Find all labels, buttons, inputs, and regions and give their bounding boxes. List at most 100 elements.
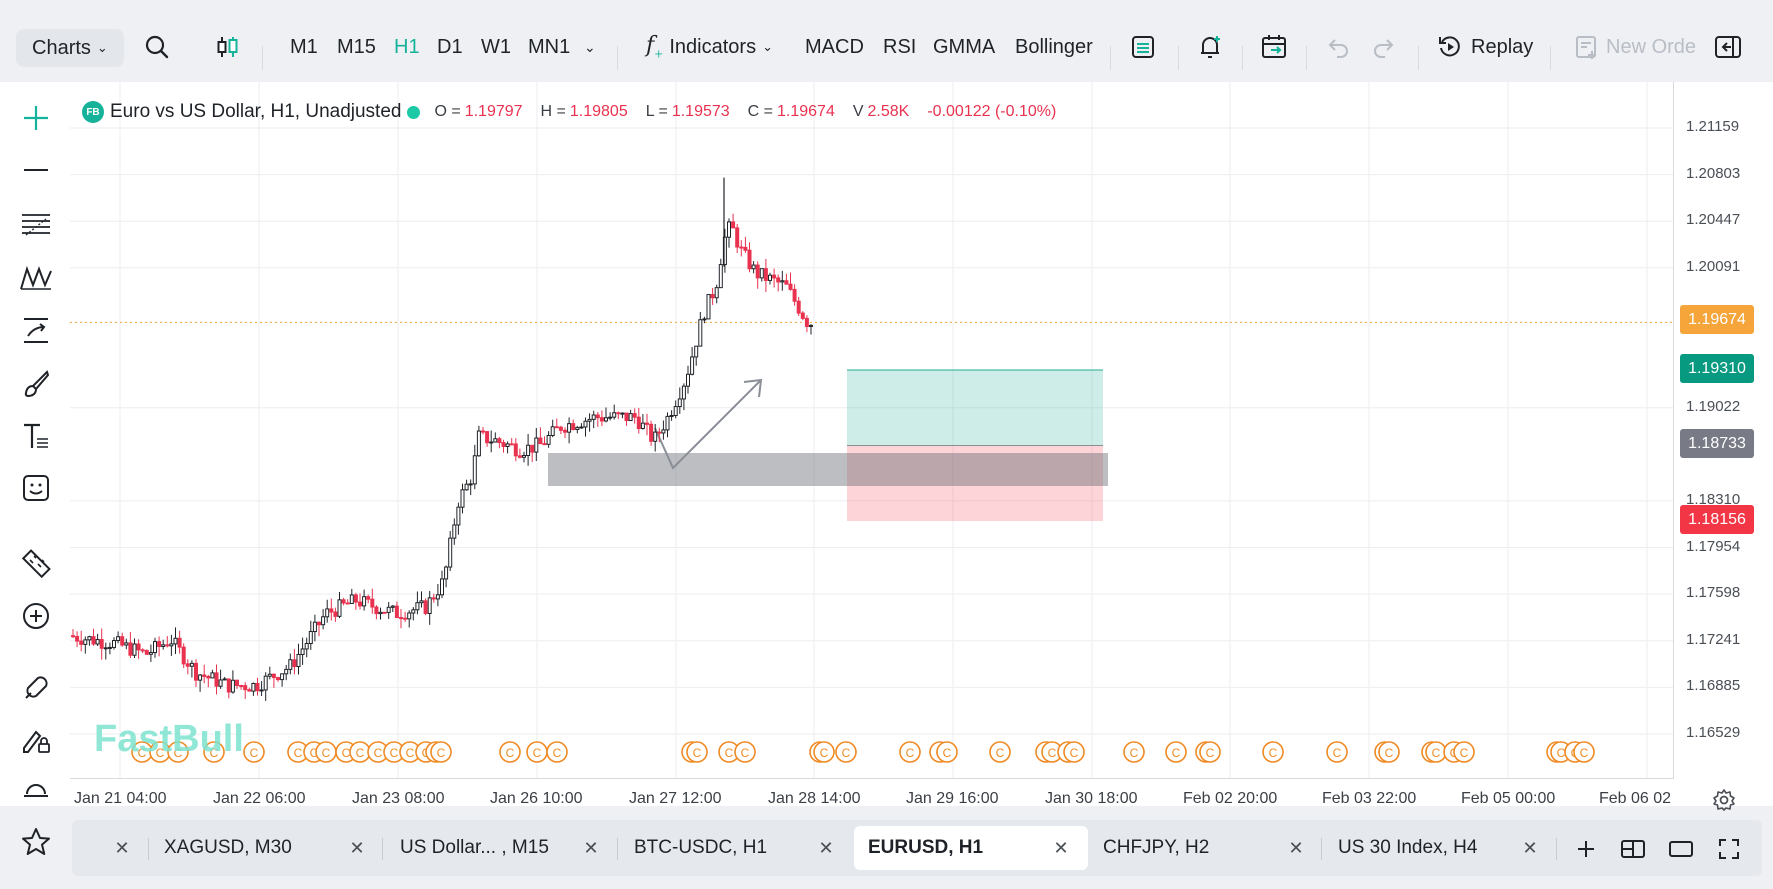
redo-button[interactable] [1370, 12, 1396, 82]
event-marker [899, 741, 921, 763]
tab-close-button[interactable]: ✕ [345, 836, 369, 860]
alert-button[interactable] [1196, 12, 1224, 82]
event-marker [243, 741, 265, 763]
candle-body [546, 435, 551, 445]
tab-us-dollar[interactable]: US Dollar... , M15 [400, 826, 549, 870]
candle-body [71, 635, 75, 638]
candle-body [288, 659, 293, 670]
timeframe-m1[interactable]: M1 [290, 35, 318, 58]
event-marker-label: C [156, 746, 165, 760]
tab-chfjpy[interactable]: CHFJPY, H2 [1103, 826, 1209, 870]
candle-body [337, 599, 342, 617]
measure-tool[interactable] [14, 542, 58, 586]
layout-button[interactable] [1619, 836, 1647, 862]
brush-tool[interactable] [14, 362, 58, 406]
event-marker-label: C [406, 746, 415, 760]
tab-us30-index[interactable]: US 30 Index, H4 [1338, 826, 1477, 870]
time-label: Feb 02 20:00 [1183, 790, 1278, 807]
add-tab-button[interactable] [1573, 836, 1599, 862]
indicator-gmma-button[interactable]: GMMA [933, 35, 996, 58]
tab-btc-usdc[interactable]: BTC-USDC, H1 [634, 826, 767, 870]
event-marker [1199, 741, 1221, 763]
new-order-button[interactable]: New Orde [1574, 12, 1696, 82]
fib-tool[interactable] [14, 202, 58, 246]
price-label: 1.20803 [1686, 165, 1741, 182]
candle-body [153, 641, 157, 654]
candle-body [665, 415, 670, 431]
window-mode-button[interactable] [1667, 836, 1695, 862]
indicator-bollinger-button[interactable]: Bollinger [1015, 35, 1093, 58]
candle-body [657, 431, 662, 434]
time-label: Jan 28 14:00 [768, 790, 861, 807]
candle-body [427, 597, 432, 614]
open-label: O = [434, 103, 461, 120]
tab-close-button[interactable]: ✕ [579, 836, 603, 860]
tab-close-button[interactable]: ✕ [814, 836, 838, 860]
indicator-rsi-button[interactable]: RSI [883, 35, 917, 58]
projection-tool[interactable] [14, 308, 58, 352]
undo-button[interactable] [1326, 12, 1352, 82]
magnet-tool[interactable] [14, 666, 58, 710]
event-marker-label: C [1070, 746, 1079, 760]
favorites-tool[interactable] [14, 820, 58, 864]
timeframe-m15[interactable]: M15 [337, 35, 376, 58]
timeframe-w1[interactable]: W1 [481, 35, 511, 58]
timeframe-mn1[interactable]: MN1 [528, 35, 571, 58]
candle-body [620, 412, 625, 415]
text-tool[interactable] [14, 414, 58, 458]
crosshair-tool[interactable] [14, 96, 58, 140]
symbol-title[interactable]: Euro vs US Dollar, H1, Unadjusted [110, 101, 402, 122]
candle-body [394, 605, 399, 619]
panel-toggle-button[interactable] [1714, 12, 1742, 82]
candle-body [378, 611, 383, 615]
close-icon: ✕ [1288, 837, 1304, 858]
range-rectangle [548, 453, 1108, 486]
tab-xagusd[interactable]: XAGUSD, M30 [164, 826, 292, 870]
candle-body [210, 672, 215, 679]
pattern-tool[interactable] [14, 256, 58, 300]
projection-icon [24, 318, 48, 343]
timeframe-h1[interactable]: H1 [394, 35, 420, 58]
candle-body [435, 594, 440, 600]
toolbar-divider [1306, 46, 1307, 70]
chart-settings-button[interactable] [1712, 788, 1736, 812]
price-chart[interactable]: CCCCCCCCCCCCCCCCCCCCCCCCCCCCCCCCCCCCCCCC… [70, 82, 1673, 778]
tab-close-button[interactable]: ✕ [1284, 836, 1308, 860]
emoji-tool[interactable] [14, 466, 58, 510]
fib-icon [22, 214, 50, 236]
candle-body [809, 324, 813, 327]
hide-drawings-tool[interactable] [14, 768, 58, 812]
indicators-button[interactable]: f+ Indicators ⌄ [646, 12, 773, 82]
lock-drawings-tool[interactable] [14, 718, 58, 762]
close-icon: ✕ [583, 837, 599, 858]
templates-button[interactable] [1130, 12, 1156, 82]
candle-body [300, 648, 305, 655]
close-icon: ✕ [114, 837, 130, 858]
calendar-button[interactable] [1260, 12, 1288, 82]
time-label: Feb 03 22:00 [1322, 790, 1417, 807]
tab-close-button[interactable]: ✕ [1518, 836, 1542, 860]
chart-type-button[interactable] [214, 12, 240, 82]
tab-close-button[interactable]: ✕ [110, 836, 134, 860]
charts-menu-button[interactable]: Charts ⌄ [16, 29, 124, 67]
timeframe-more-button[interactable]: ⌄ [584, 12, 596, 82]
tab-eurusd[interactable]: EURUSD, H1 [854, 826, 1088, 870]
chart-legend: FB Euro vs US Dollar, H1, Unadjusted O =… [82, 99, 1074, 125]
candle-body [103, 647, 108, 650]
candle-body [370, 598, 375, 608]
search-button[interactable] [144, 12, 170, 82]
candle-body [157, 641, 162, 647]
trendline-tool[interactable] [14, 148, 58, 192]
timeframe-d1[interactable]: D1 [437, 35, 463, 58]
candle-body [185, 663, 190, 667]
tab-close-button[interactable]: ✕ [1049, 836, 1073, 860]
indicator-macd-button[interactable]: MACD [805, 35, 864, 58]
candle-body [292, 659, 297, 668]
zoom-tool[interactable] [14, 594, 58, 638]
candle-body [95, 639, 100, 645]
event-marker-label: C [533, 746, 542, 760]
replay-button[interactable]: Replay [1437, 12, 1533, 82]
fullscreen-button[interactable] [1716, 836, 1742, 862]
candle-body [189, 662, 194, 667]
event-marker [1326, 741, 1348, 763]
